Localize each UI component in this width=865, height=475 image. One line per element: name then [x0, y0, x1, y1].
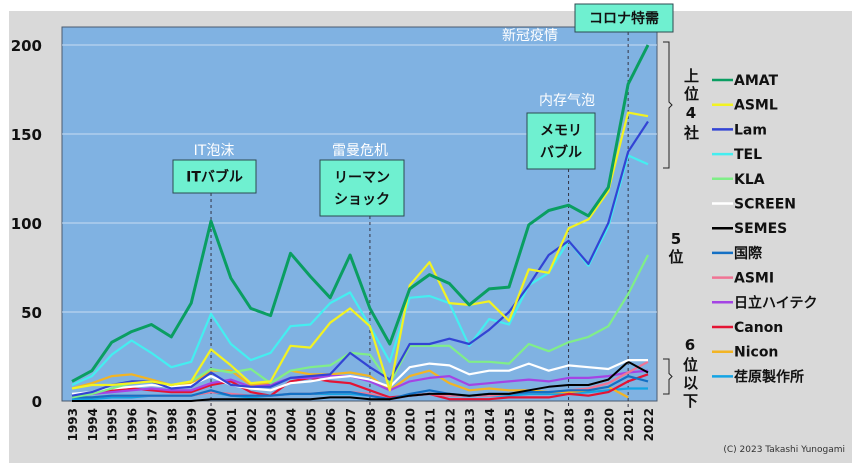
x-tick-label: 2008: [364, 408, 378, 441]
legend-label: Nicon: [734, 345, 778, 361]
series-line-6: [72, 360, 649, 402]
x-tick-label: 2020: [602, 408, 616, 441]
x-tick-label: 2001: [225, 408, 239, 441]
series-line-10: [71, 373, 649, 401]
x-tick-label: 2005: [304, 408, 318, 441]
event-label-cn: 内存气泡: [539, 93, 595, 109]
x-tick-label: 2000: [205, 408, 219, 441]
x-tick-label: 2012: [443, 408, 457, 441]
event-box-label: バブル: [540, 144, 582, 161]
x-tick-label: 2016: [523, 408, 537, 441]
x-tick-label: 2018: [563, 408, 577, 441]
x-tick-label: 2011: [424, 408, 438, 441]
event-box: [574, 3, 674, 33]
event-box-label: ITバブル: [186, 169, 243, 186]
legend-label: 日立ハイテク: [734, 294, 817, 311]
x-tick-label: 2022: [642, 408, 656, 441]
x-tick-label: 2015: [503, 408, 517, 441]
event-box: [172, 159, 257, 194]
event-box-label: メモリ: [540, 123, 582, 139]
event-box-label: リーマン: [334, 170, 390, 186]
event-label-cn: 雷曼危机: [332, 143, 388, 159]
x-tick-label: 2004: [284, 408, 298, 441]
x-tick-label: 1994: [86, 408, 100, 441]
legend-label: SCREEN: [734, 197, 796, 213]
group-label: 上位4社: [682, 68, 700, 143]
x-tick-label: 1996: [126, 408, 140, 441]
event-label-cn: IT泡沫: [194, 143, 235, 159]
y-tick-label: 200: [11, 37, 42, 55]
x-tick-label: 2006: [324, 408, 338, 441]
legend-label: Lam: [734, 122, 767, 138]
legend-label: 国際: [734, 245, 763, 262]
group-bracket: [663, 358, 673, 395]
group-bracket: [663, 41, 673, 169]
x-tick-label: 1999: [185, 408, 199, 441]
legend-label: SEMES: [734, 221, 787, 237]
x-tick-label: 2003: [265, 408, 279, 441]
series-line-2: [71, 120, 649, 397]
x-tick-label: 2013: [463, 408, 477, 441]
series-line-0: [71, 44, 650, 383]
series-line-7: [72, 375, 649, 401]
group-label: 6位以下: [681, 336, 699, 411]
event-box-label: コロナ特需: [589, 10, 659, 27]
group-label: 5: [671, 230, 681, 248]
event-box: [319, 159, 405, 217]
x-tick-label: 2021: [622, 408, 636, 441]
credit: (C) 2023 Takashi Yunogami: [723, 445, 845, 455]
series-line-1: [71, 111, 649, 392]
legend-label: KLA: [734, 172, 765, 188]
event-box-label: ショック: [334, 192, 390, 208]
x-tick-label: 1997: [145, 408, 159, 441]
x-tick-label: 1993: [66, 408, 80, 441]
x-tick-label: 1998: [165, 408, 179, 441]
y-tick-label: 150: [11, 126, 42, 144]
x-tick-label: 2002: [245, 408, 259, 441]
x-tick-label: 2007: [344, 408, 358, 441]
group-label: 位: [668, 248, 683, 266]
legend-label: 荏原製作所: [734, 368, 804, 385]
x-tick-label: 2017: [543, 408, 557, 441]
legend-label: ASMI: [734, 271, 774, 287]
event-box: [526, 112, 596, 170]
x-tick-label: 2019: [582, 408, 596, 441]
y-tick-label: 100: [11, 215, 42, 233]
event-label-cn: 新冠疫情: [502, 28, 558, 44]
x-tick-label: 2010: [404, 408, 418, 441]
x-tick-label: 1995: [106, 408, 120, 441]
legend-label: ASML: [734, 98, 778, 114]
legend-label: TEL: [734, 147, 762, 163]
legend-label: Canon: [734, 320, 783, 336]
x-tick-label: 2009: [384, 408, 398, 441]
y-tick-label: 0: [32, 393, 42, 411]
y-tick-label: 50: [21, 304, 42, 322]
legend-label: AMAT: [734, 73, 779, 89]
x-tick-label: 2014: [483, 408, 497, 441]
